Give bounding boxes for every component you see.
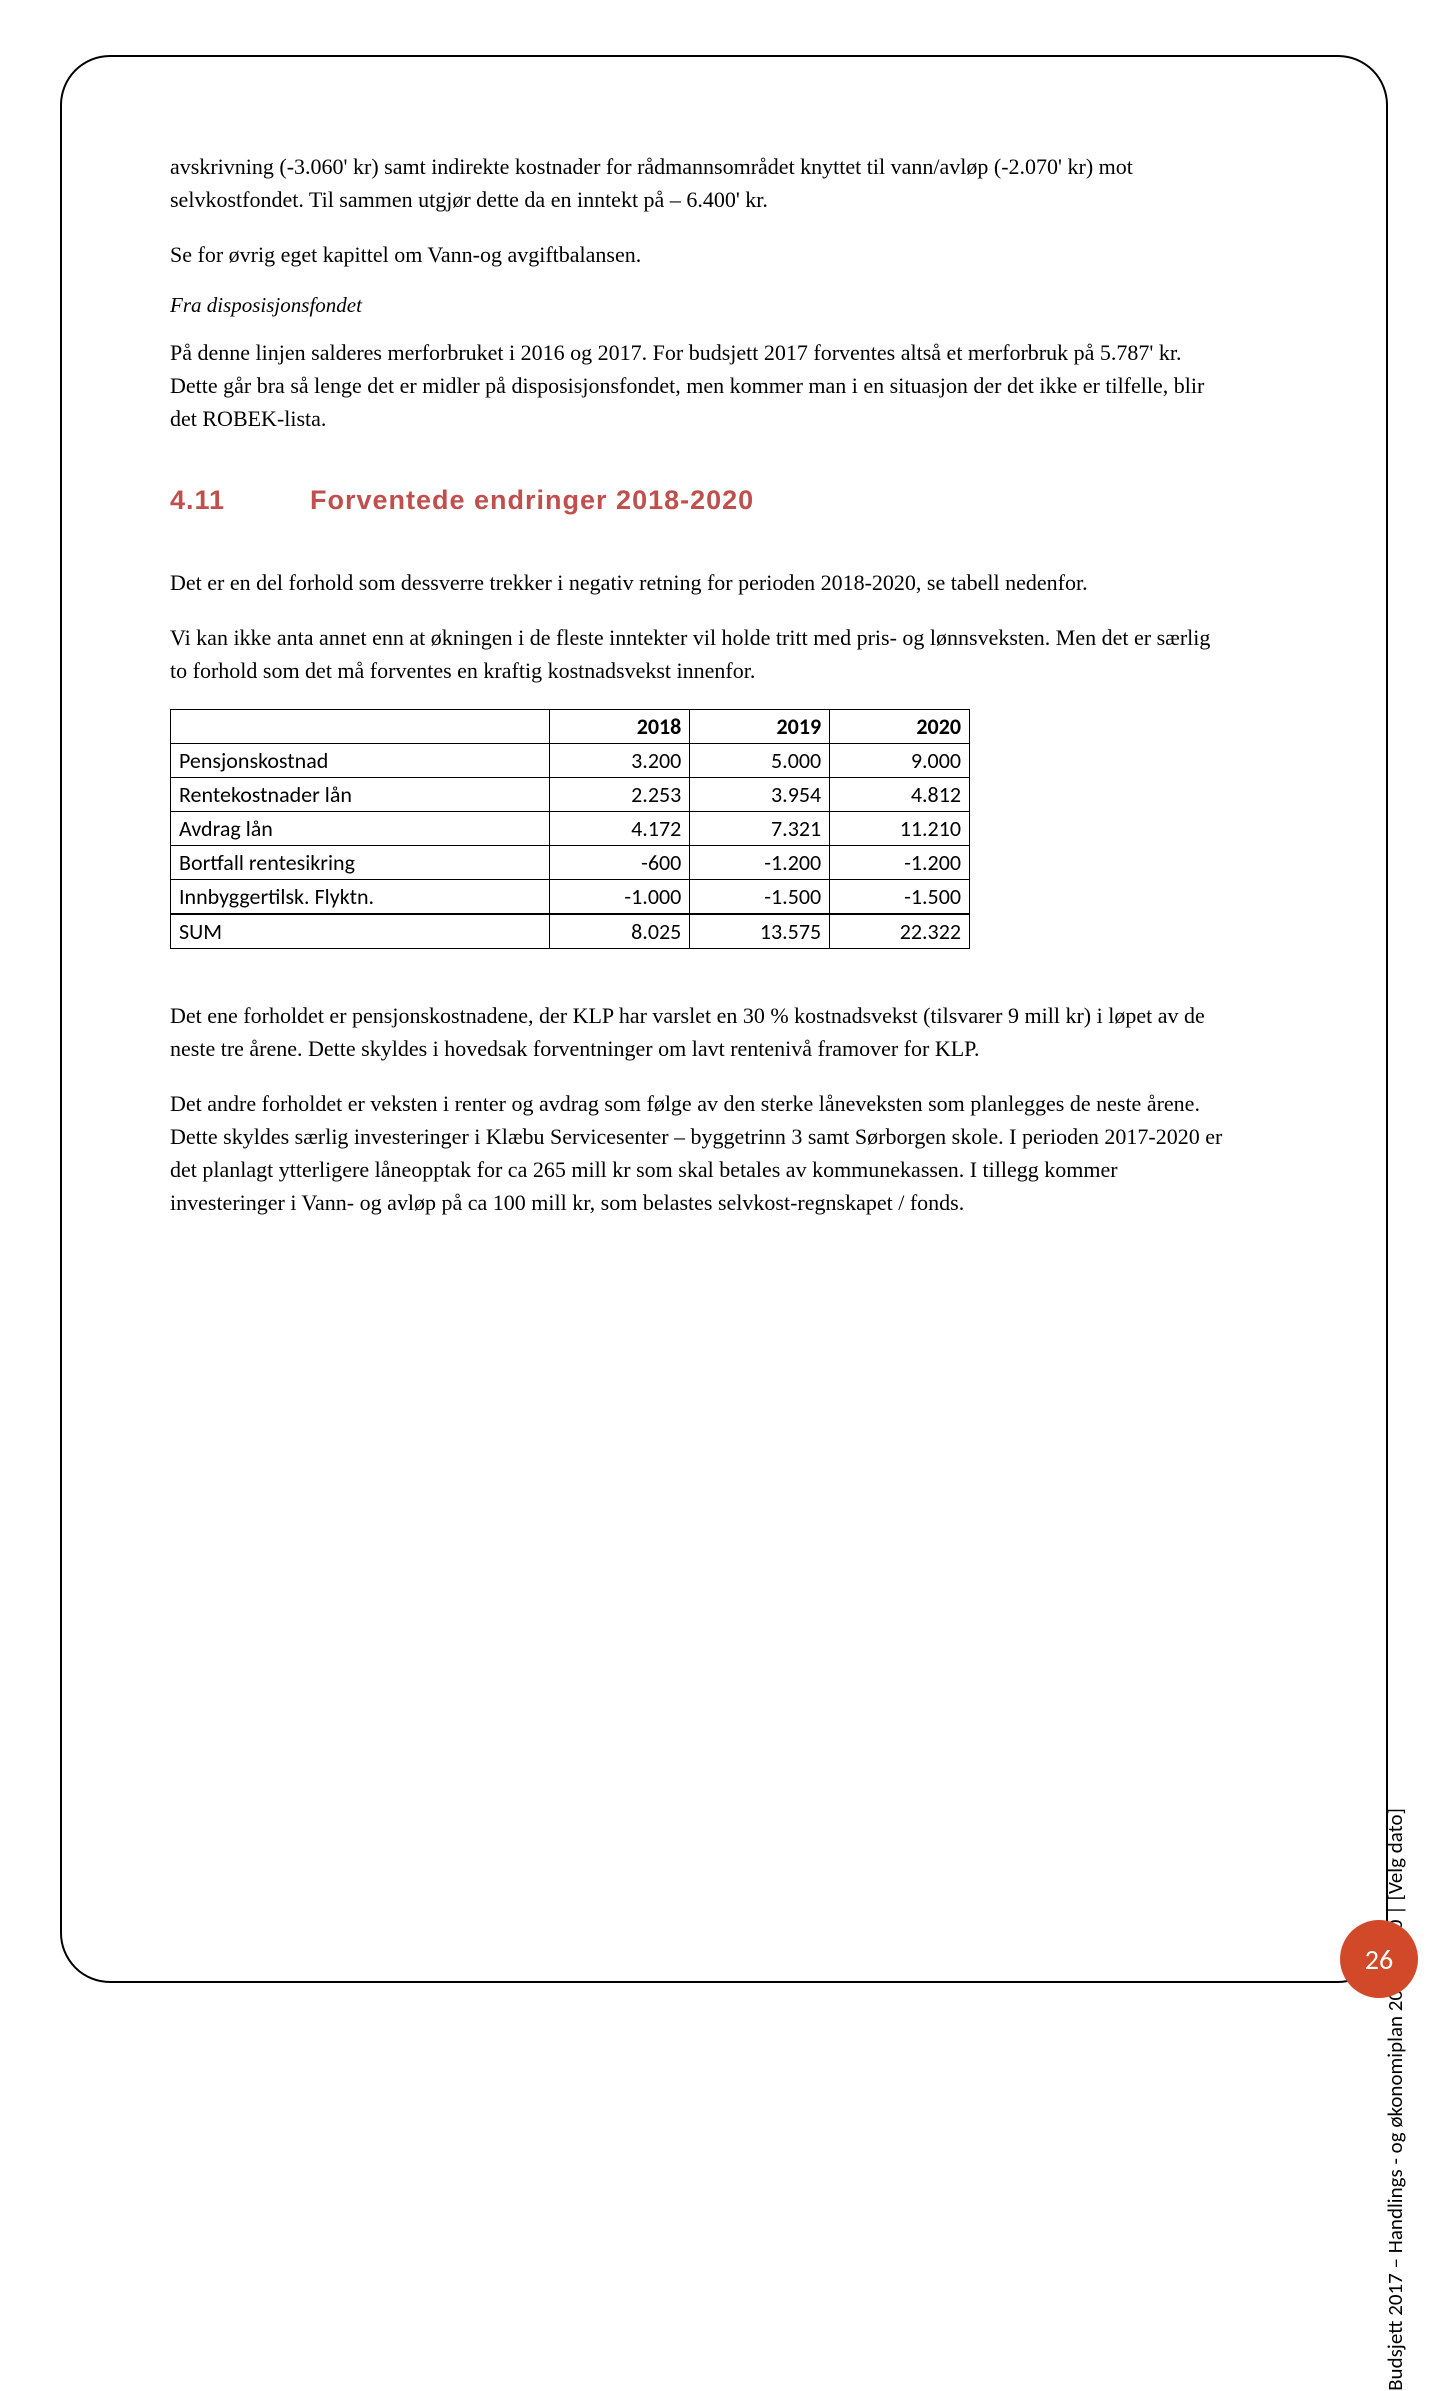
table-cell: 7.321 [690, 812, 830, 846]
table-row: Bortfall rentesikring -600 -1.200 -1.200 [171, 846, 970, 880]
table-cell: -1.200 [690, 846, 830, 880]
table-cell: Bortfall rentesikring [171, 846, 550, 880]
table-cell: Avdrag lån [171, 812, 550, 846]
table-cell: -1.000 [550, 880, 690, 915]
table-row: Innbyggertilsk. Flyktn. -1.000 -1.500 -1… [171, 880, 970, 915]
paragraph: Det er en del forhold som dessverre trek… [170, 566, 1230, 599]
table-sum-row: SUM 8.025 13.575 22.322 [171, 914, 970, 949]
paragraph: Det ene forholdet er pensjonskostnadene,… [170, 999, 1230, 1065]
table-cell: 13.575 [690, 914, 830, 949]
table-cell: 3.954 [690, 778, 830, 812]
table-cell: 9.000 [830, 744, 970, 778]
paragraph: Vi kan ikke anta annet enn at økningen i… [170, 621, 1230, 687]
data-table: 2018 2019 2020 Pensjonskostnad 3.200 5.0… [170, 709, 970, 949]
subheading-italic: Fra disposisjonsfondet [170, 293, 1230, 318]
section-heading: 4.11Forventede endringer 2018-2020 [170, 485, 1230, 516]
paragraph: På denne linjen salderes merforbruket i … [170, 336, 1230, 435]
section-title: Forventede endringer 2018-2020 [310, 485, 754, 515]
table-cell: SUM [171, 914, 550, 949]
table-cell: 11.210 [830, 812, 970, 846]
table-cell: Rentekostnader lån [171, 778, 550, 812]
table-cell: -1.500 [690, 880, 830, 915]
table-cell: -1.200 [830, 846, 970, 880]
table-cell: -1.500 [830, 880, 970, 915]
paragraph: Se for øvrig eget kapittel om Vann-og av… [170, 238, 1230, 271]
table-cell: -600 [550, 846, 690, 880]
table-header: 2020 [830, 710, 970, 744]
page-content: avskrivning (-3.060' kr) samt indirekte … [170, 150, 1230, 1241]
table-cell: 3.200 [550, 744, 690, 778]
table-header-row: 2018 2019 2020 [171, 710, 970, 744]
side-document-title: Budsjett 2017 – Handlings - og økonomipl… [1382, 1808, 1408, 2391]
table-cell: Innbyggertilsk. Flyktn. [171, 880, 550, 915]
table-cell: 5.000 [690, 744, 830, 778]
table-cell: 22.322 [830, 914, 970, 949]
table-header [171, 710, 550, 744]
table-header: 2018 [550, 710, 690, 744]
page-number: 26 [1365, 1942, 1393, 1977]
table-row: Rentekostnader lån 2.253 3.954 4.812 [171, 778, 970, 812]
table-cell: 4.812 [830, 778, 970, 812]
section-number: 4.11 [170, 485, 310, 516]
table-cell: 4.172 [550, 812, 690, 846]
table-cell: 2.253 [550, 778, 690, 812]
table-row: Avdrag lån 4.172 7.321 11.210 [171, 812, 970, 846]
table-header: 2019 [690, 710, 830, 744]
paragraph: avskrivning (-3.060' kr) samt indirekte … [170, 150, 1230, 216]
page-number-badge: 26 [1340, 1920, 1418, 1998]
paragraph: Det andre forholdet er veksten i renter … [170, 1087, 1230, 1219]
table-cell: Pensjonskostnad [171, 744, 550, 778]
table-cell: 8.025 [550, 914, 690, 949]
table-row: Pensjonskostnad 3.200 5.000 9.000 [171, 744, 970, 778]
